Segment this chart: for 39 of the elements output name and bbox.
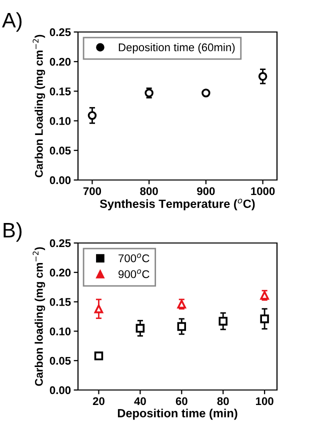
y-axis-title: Carbon loading (mg cm$^{−2}$): [32, 247, 46, 386]
y-tick-label: 0.00: [50, 176, 71, 184]
x-tick-label: 20: [92, 397, 104, 406]
x-axis-title: Synthesis Temperature ($^{o}$C): [100, 198, 255, 210]
x-tick-label: 60: [176, 397, 188, 406]
y-tick-label: 0.00: [50, 386, 71, 394]
y-tick-label: 0.15: [50, 298, 71, 306]
point: [88, 111, 97, 120]
x-tick-label: 80: [217, 397, 229, 406]
point: [94, 304, 104, 314]
legend-label: 900$^{o}$C: [118, 269, 150, 278]
x-tick-label: 800: [140, 187, 158, 196]
y-tick-label: 0.05: [50, 146, 71, 155]
point: [94, 352, 104, 360]
y-tick-label: 0.25: [50, 239, 71, 248]
legend-label: 700$^{o}$C: [118, 253, 150, 262]
x-tick-label: 700: [83, 187, 102, 196]
point: [260, 314, 269, 324]
y-tick-label: 0.20: [50, 268, 71, 277]
y-tick-label: 0.10: [50, 327, 71, 336]
point: [136, 324, 145, 333]
x-axis-title: Deposition time (min): [118, 408, 238, 420]
y-tick-label: 0.25: [50, 28, 71, 36]
text: A): [2, 12, 22, 32]
point: [177, 322, 186, 331]
y-tick-label: 0.15: [50, 87, 71, 96]
point: [202, 88, 210, 98]
legend-label: Deposition time (60min): [118, 43, 235, 54]
y-axis-title: Carbon Loading (mg cm$^{−2}$): [32, 34, 46, 178]
point: [258, 72, 268, 81]
point: [218, 316, 228, 326]
x-tick-label: 40: [134, 397, 146, 406]
x-tick-label: 1000: [251, 187, 275, 196]
x-tick-label: 100: [256, 397, 274, 406]
y-tick-label: 0.05: [50, 356, 71, 365]
x-tick-label: 900: [197, 187, 215, 196]
y-tick-label: 0.20: [50, 58, 71, 66]
y-tick-label: 0.10: [50, 117, 71, 125]
text: B): [4, 222, 22, 242]
